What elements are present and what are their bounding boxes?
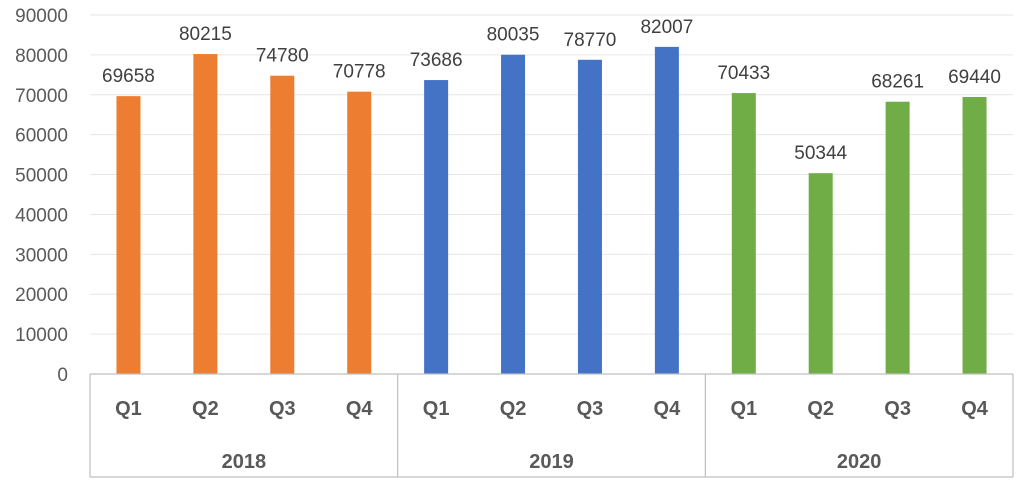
x-tick-label-2020-Q3: Q3	[884, 398, 911, 420]
data-label-2018-Q4: 70778	[333, 62, 386, 83]
y-tick-label: 70000	[15, 86, 68, 107]
data-label-2019-Q3: 78770	[564, 30, 617, 51]
y-tick-label: 90000	[15, 6, 68, 27]
bar-2020-Q2	[808, 173, 833, 374]
x-tick-label-2019-Q1: Q1	[423, 398, 450, 420]
y-axis-ticks: 0 10000 20000 30000 40000 50000 60000 70000 8000…	[15, 6, 68, 386]
group-label-2019: 2019	[529, 451, 574, 473]
bar-2018-Q1	[116, 96, 141, 375]
x-tick-label-2020-Q2: Q2	[807, 398, 834, 420]
bar-2019-Q2	[501, 54, 526, 375]
bar-2018-Q3	[270, 75, 295, 375]
bar-2019-Q3	[577, 59, 602, 374]
gridlines	[90, 14, 1013, 335]
x-tick-label-2019-Q3: Q3	[577, 398, 604, 420]
data-label-2020-Q1: 70433	[717, 63, 770, 84]
bar-2018-Q4	[347, 91, 372, 374]
x-axis: Q1 Q2 Q3 Q4 2018 Q1 Q2 Q3 Q4 2019 Q1 Q2 Q3 Q4 2020	[89, 373, 1014, 478]
x-tick-label-2018-Q2: Q2	[192, 398, 219, 420]
x-tick-label-2018-Q1: Q1	[115, 398, 142, 420]
bars	[116, 46, 987, 375]
bar-2019-Q1	[424, 80, 449, 374]
y-tick-label: 10000	[15, 325, 68, 346]
data-label-2018-Q3: 74780	[256, 46, 309, 67]
x-tick-label-2019-Q4: Q4	[654, 398, 682, 420]
bar-2018-Q2	[193, 54, 218, 374]
data-label-2020-Q3: 68261	[871, 72, 924, 93]
x-tick-label-2019-Q2: Q2	[500, 398, 527, 420]
bar-2020-Q1	[731, 93, 756, 374]
bar-2020-Q4	[962, 97, 987, 374]
group-label-2018: 2018	[222, 451, 267, 473]
data-label-2020-Q2: 50344	[794, 143, 847, 164]
bar-2020-Q3	[885, 101, 910, 375]
y-tick-label: 60000	[15, 126, 68, 147]
data-label-2019-Q2: 80035	[487, 25, 540, 46]
y-tick-label: 0	[57, 365, 68, 386]
data-label-2020-Q4: 69440	[948, 67, 1001, 88]
y-tick-label: 50000	[15, 166, 68, 187]
x-tick-label-2018-Q3: Q3	[269, 398, 296, 420]
x-tick-label-2020-Q1: Q1	[730, 398, 757, 420]
x-tick-label-2020-Q4: Q4	[961, 398, 989, 420]
data-label-2018-Q1: 69658	[102, 66, 155, 87]
bar-2019-Q4	[654, 46, 679, 375]
y-tick-label: 30000	[15, 245, 68, 266]
group-label-2020: 2020	[837, 451, 882, 473]
y-tick-label: 80000	[15, 46, 68, 67]
x-tick-label-2018-Q4: Q4	[346, 398, 374, 420]
y-tick-label: 40000	[15, 205, 68, 226]
data-label-2018-Q2: 80215	[179, 24, 232, 45]
data-label-2019-Q4: 82007	[640, 17, 693, 38]
data-label-2019-Q1: 73686	[410, 50, 463, 71]
data-labels: 69658 80215 74780 70778 73686 80035 78770 82007…	[102, 17, 1001, 164]
y-tick-label: 20000	[15, 285, 68, 306]
